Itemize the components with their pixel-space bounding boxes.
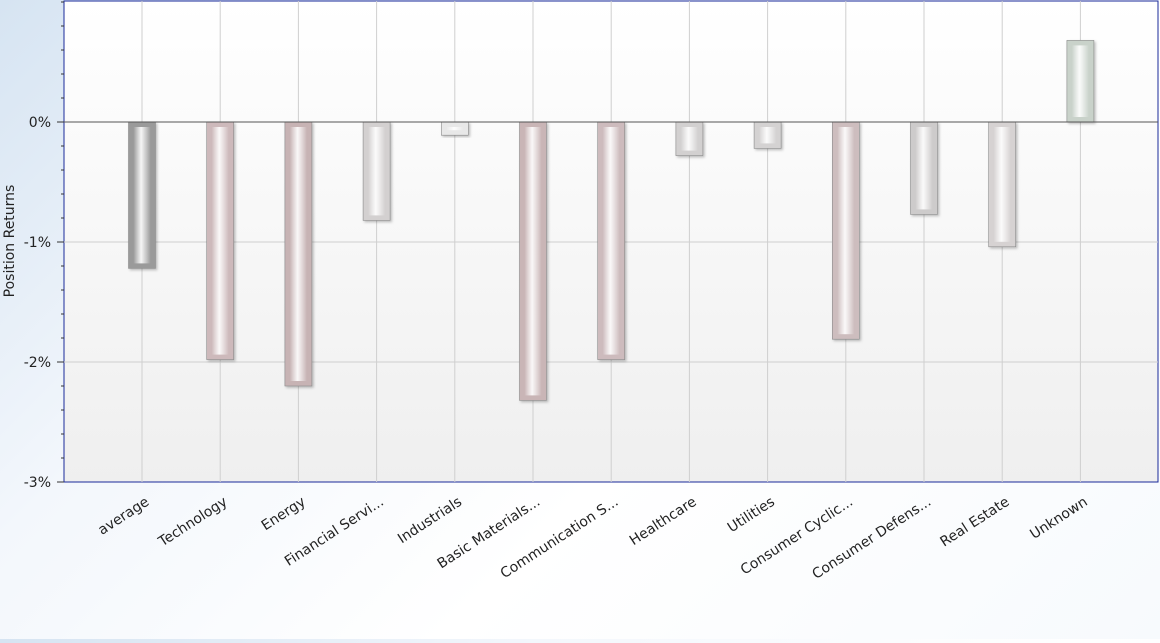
x-tick-label: average (95, 494, 152, 539)
x-tick-label: Industrials (395, 494, 465, 547)
y-tick-label: -3% (24, 475, 51, 491)
y-axis-ticks: 0% -1% -2% -3% (24, 1, 64, 491)
y-tick-label: 0% (29, 115, 51, 131)
bar-highlight (524, 127, 542, 396)
bar-highlight (602, 127, 620, 355)
bar-10[interactable] (910, 121, 938, 215)
bar-highlight (993, 127, 1011, 242)
bar-11[interactable] (988, 121, 1017, 248)
bar-highlight (759, 127, 777, 144)
y-axis-title: Position Returns (2, 185, 18, 298)
bar-highlight (211, 127, 229, 355)
bar-highlight (133, 127, 151, 264)
x-tick-label: Healthcare (627, 494, 700, 549)
bar-12[interactable] (1066, 40, 1095, 123)
bar-1[interactable] (206, 121, 234, 360)
x-tick-label: Energy (259, 494, 309, 534)
bar-highlight (289, 127, 307, 381)
x-tick-label: Unknown (1027, 494, 1090, 543)
bar-highlight (446, 127, 464, 131)
bar-5[interactable] (519, 121, 547, 401)
bar-8[interactable] (753, 121, 782, 149)
bar-0[interactable] (128, 121, 156, 269)
bar-4[interactable] (440, 121, 469, 136)
bars (128, 40, 1095, 401)
bar-highlight (680, 127, 698, 151)
bar-2[interactable] (284, 121, 313, 387)
x-tick-label: Technology (155, 494, 230, 551)
bar-highlight (1071, 45, 1089, 117)
x-tick-label: Utilities (725, 494, 778, 536)
bar-highlight (837, 127, 855, 335)
bar-7[interactable] (675, 121, 704, 156)
bar-3[interactable] (362, 121, 391, 221)
y-tick-label: -2% (24, 355, 51, 371)
bar-highlight (915, 127, 933, 210)
y-tick-label: -1% (24, 235, 51, 251)
bar-9[interactable] (831, 121, 860, 340)
bar-6[interactable] (597, 121, 626, 360)
bar-highlight (368, 127, 386, 216)
x-tick-label: Real Estate (937, 494, 1012, 550)
